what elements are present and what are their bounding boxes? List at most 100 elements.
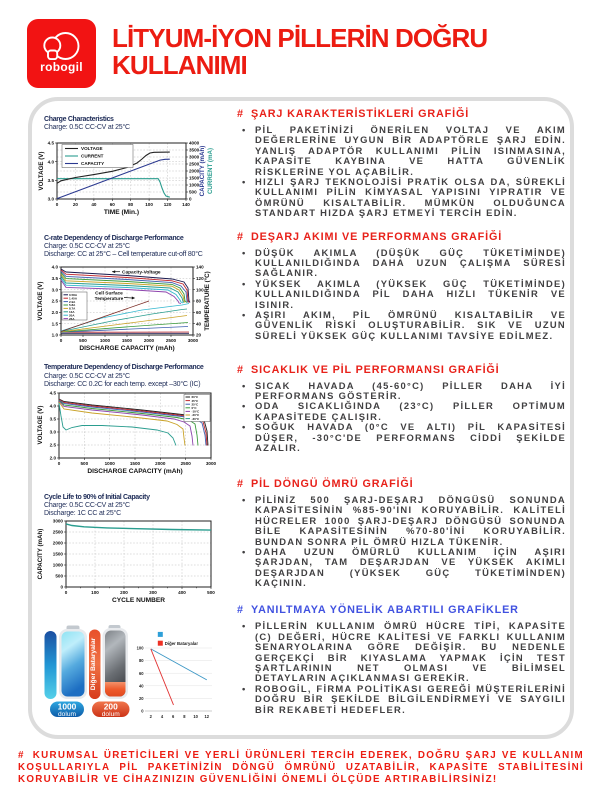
svg-text:200: 200: [120, 590, 128, 595]
svg-text:CAPACITY (mAh): CAPACITY (mAh): [37, 529, 44, 580]
svg-text:60: 60: [139, 671, 144, 676]
svg-text:2.5: 2.5: [50, 443, 57, 448]
svg-text:100: 100: [196, 287, 204, 292]
svg-text:DISCHARGE CAPACITY (mAh): DISCHARGE CAPACITY (mAh): [87, 468, 182, 475]
svg-text:4000: 4000: [189, 141, 200, 146]
svg-text:25°C: 25°C: [192, 402, 200, 406]
svg-text:12: 12: [205, 714, 210, 719]
svg-text:13A: 13A: [69, 310, 75, 314]
svg-text:1000: 1000: [189, 183, 200, 188]
svg-text:CURRENT: CURRENT: [81, 154, 104, 159]
svg-text:Cell Surface: Cell Surface: [95, 291, 123, 297]
svg-text:1500: 1500: [189, 176, 200, 181]
svg-text:-30°C: -30°C: [192, 417, 201, 421]
svg-text:Diğer Bataryalar: Diğer Bataryalar: [90, 637, 97, 690]
svg-text:2500: 2500: [181, 461, 192, 466]
svg-text:1500: 1500: [122, 338, 133, 343]
svg-text:500: 500: [55, 574, 63, 579]
svg-text:3.5: 3.5: [52, 276, 59, 281]
svg-text:20: 20: [73, 202, 79, 207]
svg-text:2000: 2000: [53, 541, 64, 546]
svg-text:3.0: 3.0: [50, 430, 57, 435]
svg-text:1000: 1000: [105, 461, 116, 466]
svg-text:3000: 3000: [53, 519, 64, 524]
svg-text:0: 0: [189, 197, 192, 202]
svg-text:120: 120: [196, 276, 204, 281]
svg-text:100: 100: [145, 202, 153, 207]
svg-text:1500: 1500: [130, 461, 141, 466]
svg-text:8.7A: 8.7A: [69, 307, 76, 311]
svg-text:CYCLE NUMBER: CYCLE NUMBER: [112, 597, 165, 604]
svg-text:26A: 26A: [69, 317, 75, 321]
svg-text:CURRENT (mA): CURRENT (mA): [207, 148, 214, 194]
svg-text:0: 0: [56, 202, 59, 207]
svg-text:robogil: robogil: [40, 60, 83, 74]
svg-text:4.5: 4.5: [48, 141, 55, 146]
svg-text:20: 20: [139, 696, 144, 701]
svg-text:100: 100: [137, 646, 145, 651]
svg-text:2500: 2500: [166, 338, 177, 343]
svg-text:3.5: 3.5: [48, 178, 55, 183]
svg-text:VOLTAGE (V): VOLTAGE (V): [38, 152, 45, 191]
svg-text:2.5: 2.5: [52, 299, 59, 304]
svg-text:VOLTAGE (V): VOLTAGE (V): [37, 406, 44, 445]
svg-text:0.58A: 0.58A: [69, 293, 78, 297]
svg-text:500: 500: [79, 338, 87, 343]
svg-text:3.5: 3.5: [50, 417, 57, 422]
svg-text:TEMPERATURE (°C): TEMPERATURE (°C): [204, 271, 211, 330]
svg-text:60: 60: [110, 202, 116, 207]
svg-text:4.5: 4.5: [50, 391, 57, 396]
svg-text:2.0: 2.0: [52, 310, 59, 315]
svg-text:0: 0: [58, 461, 61, 466]
svg-text:500: 500: [189, 190, 197, 195]
svg-text:1.5: 1.5: [52, 321, 59, 326]
svg-text:0: 0: [60, 338, 63, 343]
svg-text:3.0: 3.0: [48, 197, 55, 202]
svg-text:Temperature: Temperature: [95, 296, 124, 302]
svg-text:2000: 2000: [155, 461, 166, 466]
svg-text:20A: 20A: [69, 313, 75, 317]
svg-text:3.0: 3.0: [52, 287, 59, 292]
svg-text:VOLTAGE: VOLTAGE: [81, 146, 103, 151]
svg-text:3000: 3000: [189, 155, 200, 160]
svg-text:20: 20: [196, 333, 202, 338]
svg-text:2000: 2000: [189, 169, 200, 174]
svg-text:4.0: 4.0: [50, 404, 57, 409]
svg-text:4.0: 4.0: [52, 265, 59, 270]
svg-text:500: 500: [207, 590, 215, 595]
svg-text:Diğer Bataryalar: Diğer Bataryalar: [165, 641, 199, 646]
svg-text:2500: 2500: [53, 530, 64, 535]
svg-text:0: 0: [65, 590, 68, 595]
svg-text:3000: 3000: [188, 338, 199, 343]
svg-text:400: 400: [178, 590, 186, 595]
svg-text:0: 0: [141, 709, 144, 714]
svg-text:3000: 3000: [206, 461, 217, 466]
svg-text:4.0: 4.0: [48, 159, 55, 164]
svg-text:dolum: dolum: [58, 711, 76, 718]
svg-text:2.0: 2.0: [50, 456, 57, 461]
svg-text:2500: 2500: [189, 162, 200, 167]
svg-text:200: 200: [104, 702, 118, 712]
svg-text:1000: 1000: [100, 338, 111, 343]
svg-text:dolum: dolum: [102, 711, 120, 718]
svg-text:5.8A: 5.8A: [69, 303, 76, 307]
svg-text:140: 140: [196, 265, 204, 270]
svg-text:4: 4: [161, 714, 164, 719]
svg-text:1.45A: 1.45A: [69, 296, 78, 300]
svg-text:140: 140: [182, 202, 190, 207]
svg-text:DISCHARGE CAPACITY (mAh): DISCHARGE CAPACITY (mAh): [79, 345, 174, 352]
svg-text:80: 80: [196, 299, 202, 304]
svg-text:-20°C: -20°C: [192, 413, 201, 417]
svg-text:1000: 1000: [53, 563, 64, 568]
svg-text:60: 60: [196, 310, 202, 315]
svg-text:-10°C: -10°C: [192, 410, 201, 414]
svg-text:40: 40: [139, 683, 144, 688]
svg-text:3500: 3500: [189, 148, 200, 153]
svg-text:2: 2: [150, 714, 153, 719]
svg-text:CAPACITY: CAPACITY: [81, 161, 104, 166]
svg-text:1.0: 1.0: [52, 333, 59, 338]
svg-text:CAPACITY (mAh): CAPACITY (mAh): [199, 146, 206, 197]
svg-text:45°C: 45°C: [192, 399, 200, 403]
svg-text:1500: 1500: [53, 552, 64, 557]
svg-text:500: 500: [80, 461, 88, 466]
